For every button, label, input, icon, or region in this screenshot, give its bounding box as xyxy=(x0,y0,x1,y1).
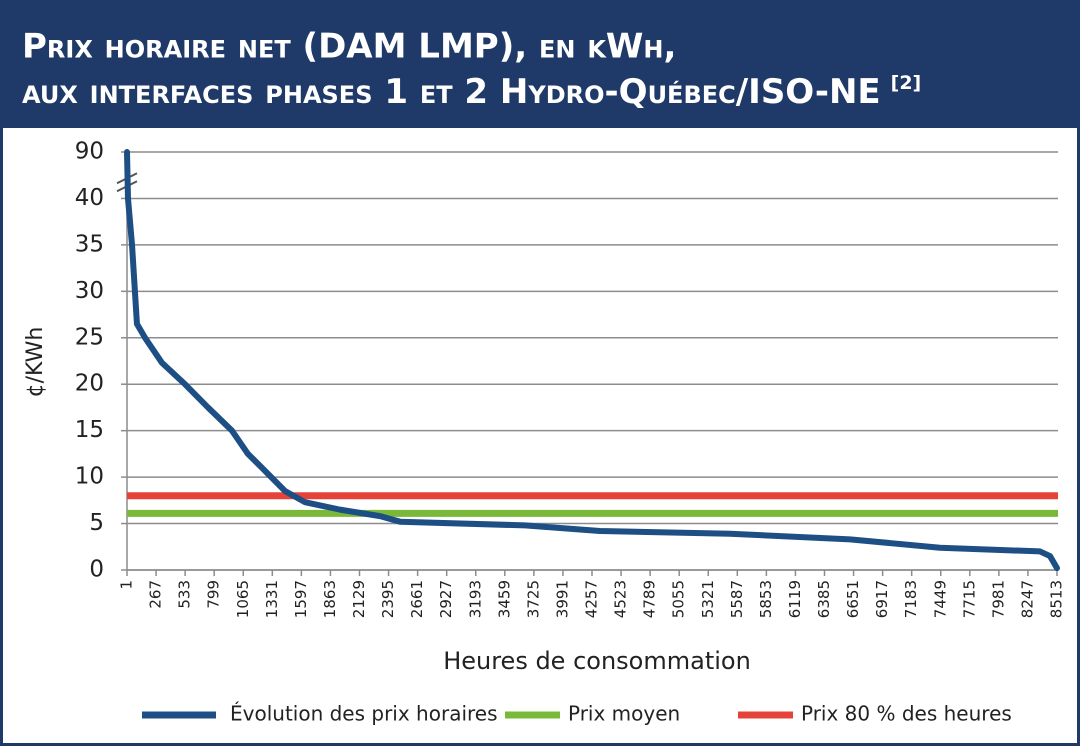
x-tick-label: 2395 xyxy=(379,580,397,618)
x-tick-label: 6119 xyxy=(786,580,804,618)
x-tick-label: 6651 xyxy=(844,580,862,618)
x-tick-label: 1065 xyxy=(234,580,252,618)
x-tick-label: 1331 xyxy=(263,580,281,618)
x-tick-label: 533 xyxy=(176,580,194,609)
x-tick-label: 1863 xyxy=(321,580,339,618)
x-tick-label: 7715 xyxy=(960,580,978,618)
x-tick-label: 4523 xyxy=(612,580,630,618)
chart-title-line: aux interfaces phases 1 et 2 Hydro-Québe… xyxy=(22,72,921,112)
x-tick-label: 6385 xyxy=(815,580,833,618)
x-tick-label: 3991 xyxy=(553,580,571,618)
x-tick-label: 2927 xyxy=(437,580,455,618)
x-tick-label: 799 xyxy=(205,580,223,609)
x-tick-label: 2129 xyxy=(350,580,368,618)
x-tick-label: 8513 xyxy=(1048,580,1066,618)
title-note: [2] xyxy=(891,72,922,94)
x-tick-label: 1 xyxy=(118,580,136,590)
x-tick-label: 7981 xyxy=(989,580,1007,618)
y-axis-label: ¢/KWh xyxy=(23,327,48,398)
y-tick-label: 10 xyxy=(75,464,104,490)
chart-title: Prix horaire net (DAM LMP), en kWh, xyxy=(22,27,676,67)
x-tick-label: 3725 xyxy=(524,580,542,618)
y-tick-label: 35 xyxy=(75,231,104,257)
x-tick-label: 267 xyxy=(147,580,165,609)
y-tick-label: 15 xyxy=(75,417,104,443)
x-tick-label: 6917 xyxy=(873,580,891,618)
x-tick-label: 2661 xyxy=(408,580,426,618)
y-tick-label: 30 xyxy=(75,278,104,304)
x-tick-label: 8247 xyxy=(1018,580,1036,618)
x-axis-label: Heures de consommation xyxy=(443,647,751,675)
x-tick-label: 3193 xyxy=(466,580,484,618)
x-tick-label: 5587 xyxy=(728,580,746,618)
line-series xyxy=(124,149,1060,572)
y-tick-label: 0 xyxy=(89,557,104,583)
y-tick-label: 40 xyxy=(75,185,104,211)
x-tick-label: 5055 xyxy=(670,580,688,618)
x-tick-label: 5853 xyxy=(757,580,775,618)
x-tick-label: 1597 xyxy=(292,580,310,618)
legend-label: Prix moyen xyxy=(568,702,680,726)
y-tick-label: 20 xyxy=(75,371,104,397)
y-tick-label: 90 xyxy=(75,139,104,165)
plot-background xyxy=(3,128,1077,743)
x-tick-label: 7449 xyxy=(931,580,949,618)
legend-label: Prix 80 % des heures xyxy=(801,702,1012,726)
x-tick-label: 4257 xyxy=(583,580,601,618)
x-tick-label: 5321 xyxy=(699,580,717,618)
y-tick-label: 5 xyxy=(89,510,104,536)
y-tick-label: 25 xyxy=(75,324,104,350)
legend-label: Évolution des prix horaires xyxy=(230,702,498,726)
x-tick-label: 3459 xyxy=(495,580,513,618)
x-tick-label: 7183 xyxy=(902,580,920,618)
x-tick-label: 4789 xyxy=(641,580,659,618)
chart-title: aux interfaces phases 1 et 2 Hydro-Québe… xyxy=(22,72,881,112)
